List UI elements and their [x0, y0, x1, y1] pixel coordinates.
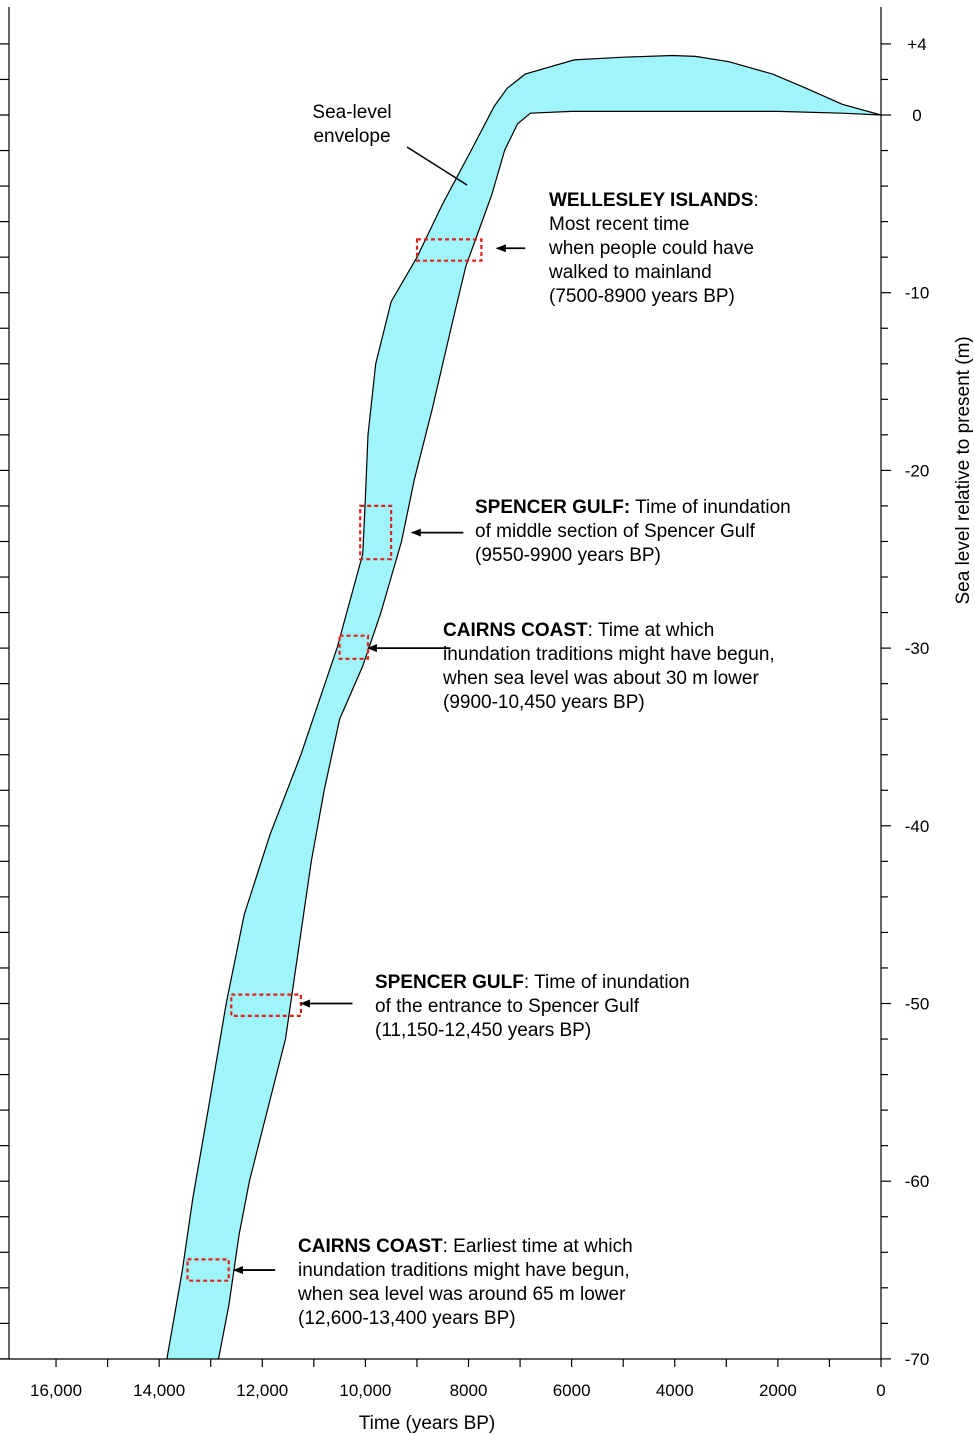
annotation-heading: WELLESLEY ISLANDS:	[549, 190, 759, 211]
annotation-description: Time of inundation	[630, 497, 791, 518]
x-tick-label: 16,000	[30, 1381, 82, 1400]
annotation-heading: SPENCER GULF: Time of inundation	[475, 497, 791, 518]
envelope-lower-boundary	[217, 110, 882, 1360]
axes-layer: +4 0 -10 -20 -30 -40 -50 -60 -70 Sea level relati…	[0, 7, 974, 1434]
envelope-upper-boundary	[166, 54, 882, 1360]
annotation-line: when sea level was about 30 m lower	[442, 668, 759, 689]
y-tick-label: 0	[912, 106, 921, 125]
x-axis-title: Time (years BP)	[359, 1413, 496, 1434]
annotation-site-name: SPENCER GULF	[375, 972, 524, 993]
annotation-heading: CAIRNS COAST: Earliest time at which	[298, 1236, 633, 1257]
annotation-line: inundation traditions might have begun,	[298, 1260, 630, 1281]
annotation-line: (9550-9900 years BP)	[475, 545, 661, 566]
annotation-heading: SPENCER GULF: Time of inundation	[375, 972, 690, 993]
y-tick-label: -30	[905, 639, 930, 658]
x-tick-label: 8000	[450, 1381, 488, 1400]
envelope-label-line: Sea-level	[312, 102, 391, 123]
y-tick-label: +4	[907, 35, 926, 54]
annotation-site-name: CAIRNS COAST	[443, 620, 588, 641]
envelope-label-line: envelope	[313, 126, 390, 147]
y-tick-label: -10	[905, 284, 930, 303]
annotation-line: when sea level was around 65 m lower	[297, 1284, 626, 1305]
x-tick-label: 2000	[759, 1381, 797, 1400]
x-tick-label: 6000	[553, 1381, 591, 1400]
annotation-line: when people could have	[548, 238, 754, 259]
annotation-line: Most recent time	[549, 214, 689, 235]
x-tick-label: 4000	[656, 1381, 694, 1400]
x-tick-label: 12,000	[236, 1381, 288, 1400]
annotation-line: inundation traditions might have begun,	[443, 644, 775, 665]
x-tick-label: 0	[876, 1381, 885, 1400]
x-tick-label: 14,000	[133, 1381, 185, 1400]
time-window-marker	[186, 1258, 230, 1282]
y-axis-title: Sea level relative to present (m)	[953, 336, 974, 604]
annotation-site-name: WELLESLEY ISLANDS	[549, 190, 753, 211]
annotation-line: (9900-10,450 years BP)	[443, 692, 645, 713]
x-tick-label: 10,000	[339, 1381, 391, 1400]
annotation-line: of middle section of Spencer Gulf	[475, 521, 756, 542]
annotation-title-suffix: :	[753, 190, 758, 211]
annotation-line: (7500-8900 years BP)	[549, 286, 735, 307]
annotation-line: walked to mainland	[548, 262, 712, 283]
y-tick-label: -70	[905, 1350, 930, 1369]
envelope-layer: Sea-level envelope	[166, 54, 882, 1360]
annotation-site-name: SPENCER GULF:	[475, 497, 630, 518]
annotation-line: of the entrance to Spencer Gulf	[375, 996, 640, 1017]
envelope-label-leader	[406, 146, 468, 186]
y-tick-label: -60	[905, 1172, 930, 1191]
y-tick-label: -40	[905, 817, 930, 836]
annotation-description: : Earliest time at which	[443, 1236, 633, 1257]
sea-level-envelope-area	[166, 55, 881, 1359]
y-tick-label: -50	[905, 995, 930, 1014]
annotation-heading: CAIRNS COAST: Time at which	[443, 620, 714, 641]
annotation-line: (12,600-13,400 years BP)	[298, 1308, 516, 1329]
y-tick-label: -20	[905, 461, 930, 480]
annotation-description: : Time at which	[588, 620, 715, 641]
annotation-site-name: CAIRNS COAST	[298, 1236, 443, 1257]
annotation-layer: WELLESLEY ISLANDS: Most recent time when p…	[232, 190, 791, 1329]
time-window-marker	[338, 634, 370, 660]
annotation-description: : Time of inundation	[524, 972, 690, 993]
annotation-line: (11,150-12,450 years BP)	[375, 1020, 591, 1041]
time-window-marker	[359, 504, 393, 561]
